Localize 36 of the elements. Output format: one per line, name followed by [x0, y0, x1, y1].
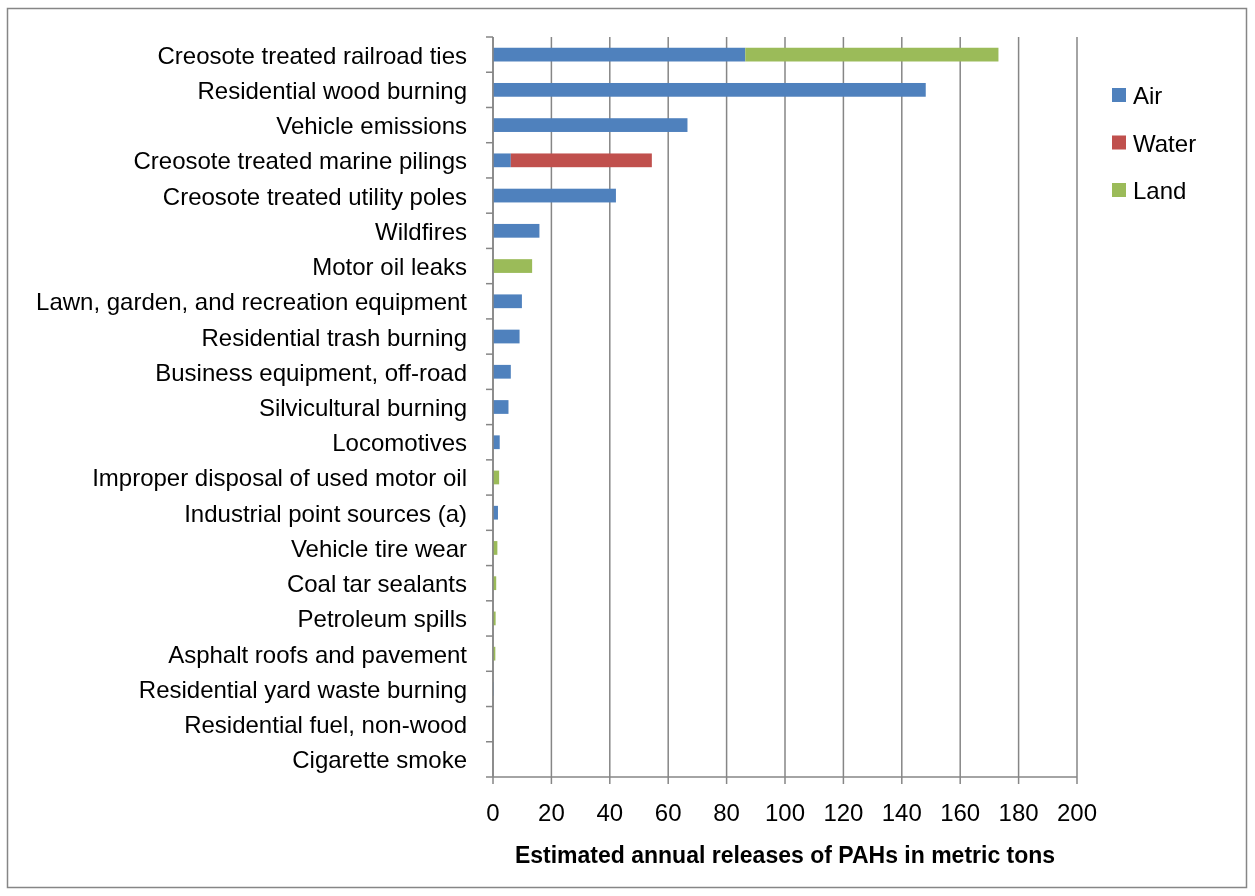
y-tick-label: Industrial point sources (a): [184, 499, 467, 527]
y-tick-label: Motor oil leaks: [312, 252, 467, 280]
y-tick-label: Business equipment, off-road: [155, 358, 467, 386]
y-tick-label: Coal tar sealants: [286, 569, 467, 597]
y-tick-label: Creosote treated marine pilings: [133, 146, 467, 174]
y-tick-label: Petroleum spills: [297, 604, 467, 632]
y-tick-label: Creosote treated railroad ties: [157, 41, 467, 69]
x-tick-label: 80: [713, 798, 740, 826]
legend-label: Air: [1133, 81, 1163, 109]
y-tick-label: Lawn, garden, and recreation equipment: [36, 287, 468, 315]
y-tick-label: Silvicultural burning: [258, 393, 467, 421]
y-tick-label: Wildfires: [374, 217, 467, 245]
x-tick-label: 120: [823, 798, 864, 826]
y-tick-label: Locomotives: [332, 428, 467, 456]
y-tick-label: Vehicle tire wear: [290, 534, 467, 562]
y-tick-label: Cigarette smoke: [292, 745, 467, 773]
x-tick-label: 60: [654, 798, 682, 826]
y-tick-label: Residential wood burning: [197, 76, 467, 104]
y-tick-label: Asphalt roofs and pavement: [168, 640, 468, 668]
x-tick-label: 100: [764, 798, 806, 826]
x-tick-label: 20: [538, 798, 565, 826]
y-tick-label: Creosote treated utility poles: [162, 182, 467, 210]
x-tick-label: 160: [940, 798, 981, 826]
legend-label: Land: [1133, 176, 1187, 204]
x-axis-title: Estimated annual releases of PAHs in metric tons: [514, 842, 1056, 868]
x-tick-label: 0: [486, 798, 500, 826]
x-tick-label: 140: [881, 798, 922, 826]
legend-label: Water: [1133, 129, 1197, 156]
y-tick-label: Vehicle emissions: [276, 111, 467, 139]
x-tick-label: 180: [998, 798, 1039, 826]
x-tick-label: 200: [1056, 798, 1098, 826]
y-tick-label: Improper disposal of used motor oil: [92, 463, 467, 491]
x-tick-label: 40: [596, 798, 624, 826]
y-tick-label: Residential trash burning: [201, 323, 467, 351]
y-tick-label: Residential yard waste burning: [138, 675, 467, 703]
y-tick-label: Residential fuel, non-wood: [184, 710, 467, 738]
